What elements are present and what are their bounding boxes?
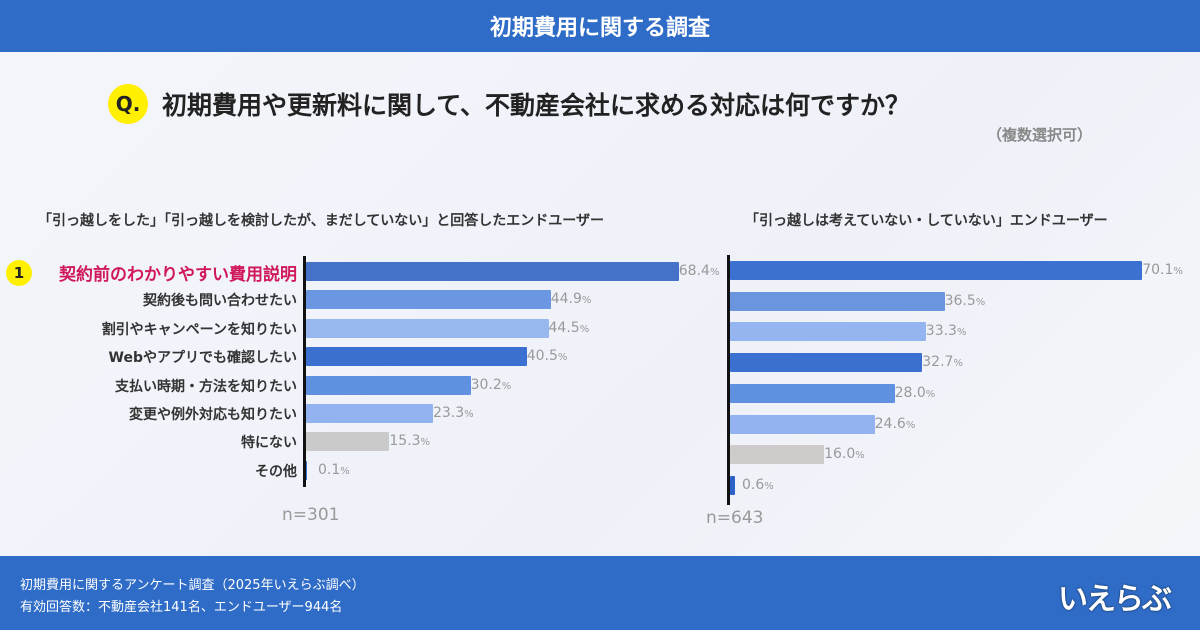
question: Q. 初期費用や更新料に関して、不動産会社に求める対応は何ですか？ bbox=[108, 84, 910, 124]
right-value-label: 36.5% bbox=[944, 292, 986, 309]
right-bar bbox=[730, 291, 945, 311]
left-value-label: 44.5% bbox=[548, 319, 590, 336]
footer: 初期費用に関するアンケート調査（2025年いえらぶ調べ） 有効回答数：不動産会社… bbox=[0, 556, 1200, 630]
left-bar bbox=[306, 318, 549, 338]
left-value-label: 40.5% bbox=[526, 348, 568, 365]
ierabu-logo: いえらぶ bbox=[1058, 582, 1172, 617]
category-label: その他 bbox=[255, 463, 297, 480]
right-value-label: 24.6% bbox=[874, 415, 916, 432]
footer-survey-name: 初期費用に関するアンケート調査（2025年いえらぶ調べ） bbox=[20, 578, 365, 593]
category-label: 契約後も問い合わせたい bbox=[143, 293, 297, 310]
right-chart-title: 「引っ越しは考えていない・していない」エンドユーザー bbox=[745, 213, 1108, 229]
left-value-label: 23.3% bbox=[432, 405, 474, 421]
left-chart-title: 「引っ越しをした」「引っ越しを検討したが、まだしていない」と回答したエンドユーザ… bbox=[38, 213, 605, 229]
left-bar bbox=[306, 460, 307, 480]
right-value-label: 16.0% bbox=[824, 446, 865, 463]
right-bar bbox=[730, 353, 923, 373]
multiple-choice-note: （複数選択可） bbox=[986, 126, 1092, 144]
right-bar bbox=[730, 383, 895, 403]
question-badge: Q. bbox=[108, 84, 148, 124]
right-bar bbox=[730, 261, 1143, 280]
left-chart-axis bbox=[303, 256, 306, 488]
right-bar bbox=[730, 414, 875, 434]
left-value-label: 68.4% bbox=[678, 263, 720, 279]
right-value-label: 70.1% bbox=[1142, 262, 1183, 278]
left-value-label: 15.3% bbox=[389, 433, 431, 450]
right-n-label: n=643 bbox=[706, 508, 764, 528]
left-value-label: 0.1% bbox=[318, 461, 350, 478]
right-value-label: 28.0% bbox=[894, 384, 936, 401]
header-title: 初期費用に関する調査 bbox=[0, 0, 1200, 52]
left-value-label: 44.9% bbox=[550, 291, 592, 308]
right-value-label: 32.7% bbox=[922, 354, 963, 371]
question-text: 初期費用や更新料に関して、不動産会社に求める対応は何ですか？ bbox=[162, 91, 911, 120]
right-chart-axis bbox=[727, 255, 730, 505]
category-label: 契約前のわかりやすい費用説明 bbox=[59, 265, 297, 285]
left-bar bbox=[306, 432, 390, 452]
rank-1-badge: 1 bbox=[6, 260, 32, 286]
category-label: 特にない bbox=[241, 435, 297, 452]
right-bar bbox=[730, 445, 825, 465]
left-bar bbox=[306, 347, 527, 367]
right-value-label: 0.6% bbox=[742, 476, 774, 493]
right-value-label: 33.3% bbox=[925, 323, 967, 340]
category-label: 割引やキャンペーンを知りたい bbox=[101, 321, 297, 338]
category-label: 変更や例外対応も知りたい bbox=[129, 407, 297, 423]
footer-respondents: 有効回答数：不動産会社141名、エンドユーザー944名 bbox=[20, 600, 343, 615]
left-value-label: 30.2% bbox=[470, 376, 512, 393]
left-n-label: n=301 bbox=[282, 505, 340, 525]
right-bar bbox=[730, 475, 735, 495]
category-label: 支払い時期・方法を知りたい bbox=[115, 378, 297, 395]
category-label: Webやアプリでも確認したい bbox=[108, 350, 297, 367]
left-bar bbox=[306, 404, 433, 423]
left-bar bbox=[306, 290, 551, 310]
left-bar bbox=[306, 262, 679, 281]
right-bar bbox=[730, 322, 926, 342]
left-bar bbox=[306, 375, 471, 395]
